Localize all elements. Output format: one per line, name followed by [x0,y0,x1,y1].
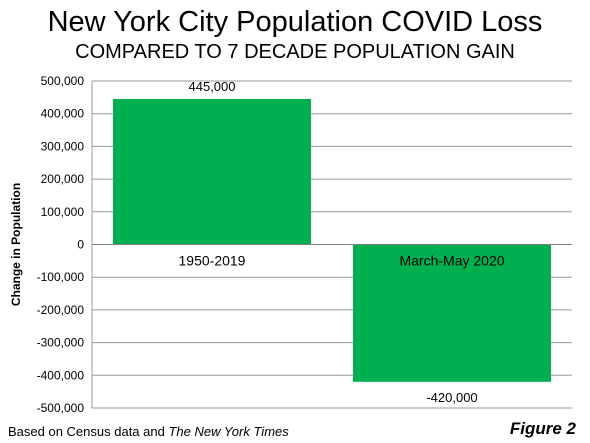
chart-title: New York City Population COVID Loss [47,6,543,38]
source-publication: The New York Times [168,424,289,439]
data-label: 445,000 [189,79,236,94]
data-label: -420,000 [426,390,477,405]
category-label: 1950-2019 [179,253,246,269]
y-tick-label: -300,000 [37,336,85,350]
chart-subtitle: COMPARED TO 7 DECADE POPULATION GAIN [75,41,515,63]
y-tick-label: 400,000 [41,107,85,121]
source-note: Based on Census data and The New York Ti… [8,424,289,439]
y-axis-title: Change in Population [9,183,23,306]
y-tick-label: -100,000 [37,270,85,284]
y-tick-label: 200,000 [41,172,85,186]
figure-label: Figure 2 [509,419,576,438]
source-prefix: Based on Census data and [8,424,169,439]
bar-1 [113,98,311,245]
y-tick-label: -200,000 [37,303,85,317]
bar-2 [353,244,551,382]
y-tick-label: 300,000 [41,139,85,153]
category-label: March-May 2020 [399,253,504,269]
y-tick-label: -500,000 [37,401,85,415]
y-tick-label: 100,000 [41,205,85,219]
y-tick-label: 500,000 [41,74,85,88]
y-tick-label: 0 [77,238,84,252]
y-tick-label: -400,000 [37,368,85,382]
